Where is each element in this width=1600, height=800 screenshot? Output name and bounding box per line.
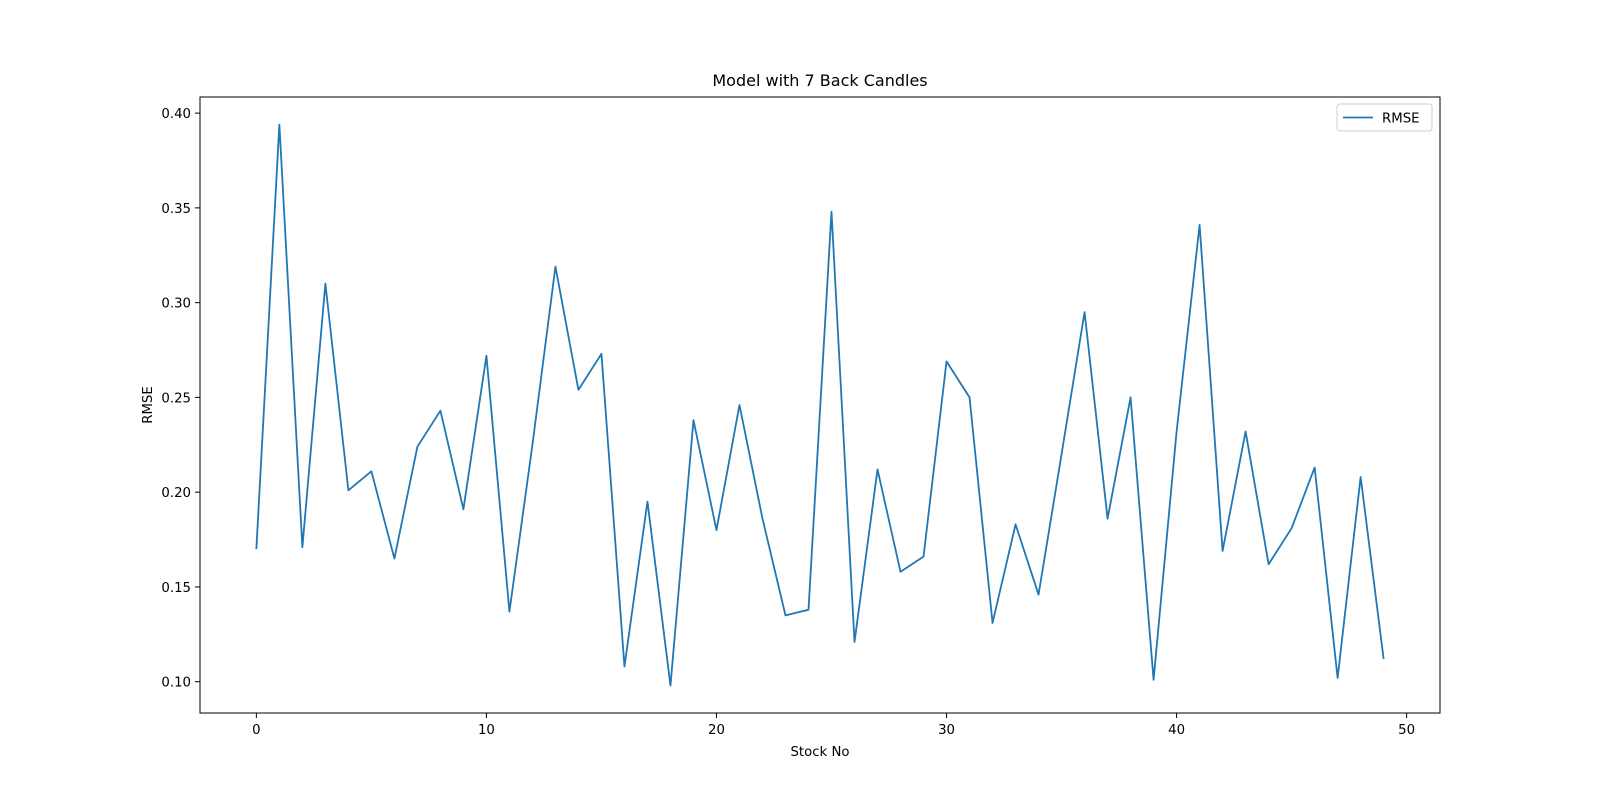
data-point (669, 685, 671, 687)
legend-label-rmse: RMSE (1382, 112, 1420, 127)
data-point (946, 360, 948, 362)
data-point (1268, 563, 1270, 565)
data-point (761, 518, 763, 520)
legend-box (1336, 103, 1433, 132)
data-point (439, 410, 441, 412)
data-point (831, 211, 833, 213)
data-point (347, 489, 349, 491)
data-point (393, 558, 395, 560)
x-axis-ticks: 0 10 20 30 40 50 (252, 713, 1415, 738)
data-point (808, 609, 810, 611)
data-point (485, 355, 487, 357)
data-point (1199, 224, 1201, 226)
data-point (577, 389, 579, 391)
y-axis-ticks: 0.10 0.15 0.20 0.25 0.30 0.35 0.40 (161, 107, 200, 691)
data-point (877, 468, 879, 470)
data-point (1153, 679, 1155, 681)
data-point (255, 548, 257, 550)
series-line-rmse (255, 123, 1385, 687)
data-point (508, 611, 510, 613)
y-tick-label: 0.35 (161, 202, 191, 217)
data-point (1176, 431, 1178, 433)
data-point (646, 501, 648, 503)
y-tick-label: 0.40 (161, 107, 191, 122)
data-point (854, 641, 856, 643)
axes-frame (199, 96, 1441, 714)
x-tick-label: 40 (1168, 723, 1185, 738)
data-point (1337, 677, 1339, 679)
data-point (531, 444, 533, 446)
data-point (324, 283, 326, 285)
data-point (1222, 550, 1224, 552)
data-point (554, 266, 556, 268)
data-point (416, 446, 418, 448)
data-point (1383, 658, 1385, 660)
chart-title: Model with 7 Back Candles (712, 71, 927, 90)
data-point (1360, 476, 1362, 478)
data-point (623, 666, 625, 668)
data-point (1314, 467, 1316, 469)
x-tick-label: 30 (938, 723, 955, 738)
data-point (992, 622, 994, 624)
data-point (600, 353, 602, 355)
data-point (1038, 594, 1040, 596)
x-tick-label: 20 (708, 723, 725, 738)
data-point (1084, 311, 1086, 313)
legend: RMSE (1336, 103, 1433, 132)
data-point (370, 470, 372, 472)
y-tick-label: 0.30 (161, 297, 191, 312)
x-axis-title: Stock No (790, 745, 849, 760)
plot-content (255, 123, 1385, 687)
y-tick-label: 0.20 (161, 486, 191, 501)
data-point (900, 571, 902, 573)
data-point (738, 404, 740, 406)
y-axis-title: RMSE (141, 386, 156, 424)
data-point (278, 123, 280, 125)
x-tick-label: 10 (478, 723, 495, 738)
y-tick-label: 0.25 (161, 391, 191, 406)
y-tick-label: 0.15 (161, 581, 191, 596)
data-point (301, 546, 303, 548)
data-point (1015, 523, 1017, 525)
data-point (1130, 396, 1132, 398)
data-point (1291, 527, 1293, 529)
data-point (923, 556, 925, 558)
data-point (1245, 431, 1247, 433)
data-point (715, 529, 717, 531)
data-point (784, 614, 786, 616)
data-point (969, 396, 971, 398)
data-point (1061, 453, 1063, 455)
y-tick-label: 0.10 (161, 676, 191, 691)
data-point (692, 419, 694, 421)
data-point (462, 508, 464, 510)
data-point (1107, 518, 1109, 520)
x-tick-label: 0 (252, 723, 260, 738)
x-tick-label: 50 (1398, 723, 1415, 738)
